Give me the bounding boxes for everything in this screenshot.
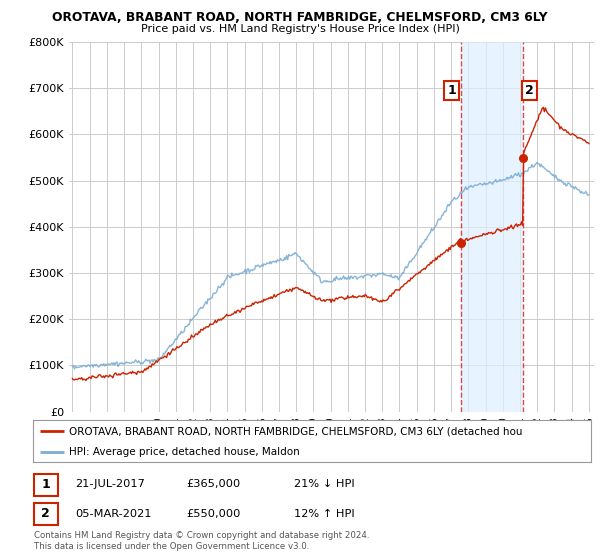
- Point: [518, 153, 528, 162]
- Text: 05-MAR-2021: 05-MAR-2021: [75, 508, 151, 519]
- Text: 12% ↑ HPI: 12% ↑ HPI: [294, 508, 355, 519]
- Text: This data is licensed under the Open Government Licence v3.0.: This data is licensed under the Open Gov…: [34, 542, 310, 551]
- Text: £365,000: £365,000: [186, 479, 240, 489]
- Text: OROTAVA, BRABANT ROAD, NORTH FAMBRIDGE, CHELMSFORD, CM3 6LY: OROTAVA, BRABANT ROAD, NORTH FAMBRIDGE, …: [52, 11, 548, 24]
- Text: Contains HM Land Registry data © Crown copyright and database right 2024.: Contains HM Land Registry data © Crown c…: [34, 531, 370, 540]
- Text: 2: 2: [41, 507, 50, 520]
- Text: Price paid vs. HM Land Registry's House Price Index (HPI): Price paid vs. HM Land Registry's House …: [140, 24, 460, 34]
- Text: OROTAVA, BRABANT ROAD, NORTH FAMBRIDGE, CHELMSFORD, CM3 6LY (detached hou: OROTAVA, BRABANT ROAD, NORTH FAMBRIDGE, …: [69, 426, 523, 436]
- Bar: [461, 42, 523, 412]
- Point: [456, 239, 466, 248]
- Text: 2: 2: [526, 84, 534, 97]
- Text: HPI: Average price, detached house, Maldon: HPI: Average price, detached house, Mald…: [69, 447, 300, 458]
- Text: 1: 1: [41, 478, 50, 491]
- Text: 1: 1: [448, 84, 457, 97]
- Text: £550,000: £550,000: [186, 508, 241, 519]
- Text: 21% ↓ HPI: 21% ↓ HPI: [294, 479, 355, 489]
- Text: 21-JUL-2017: 21-JUL-2017: [75, 479, 145, 489]
